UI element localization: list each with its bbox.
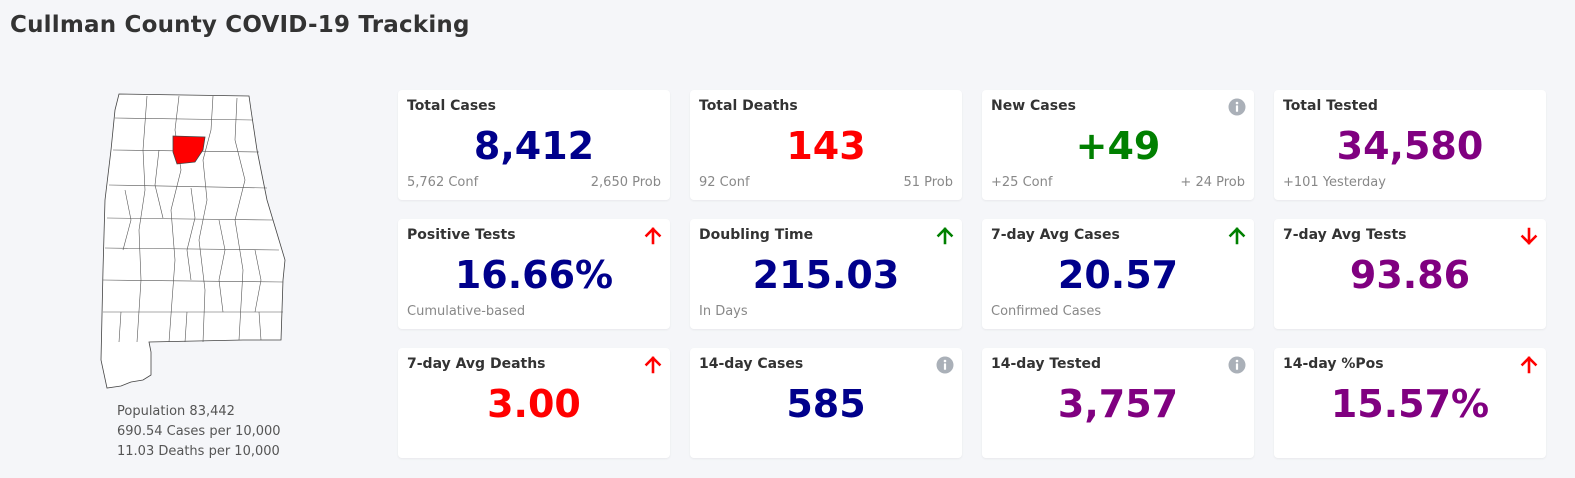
card-value: 8,412 (473, 124, 595, 168)
card-total-deaths: Total Deaths 143 92 Conf 51 Prob (690, 90, 962, 200)
card-doubling-time: Doubling Time 215.03 In Days (690, 219, 962, 329)
arrow-up-icon (1228, 227, 1246, 245)
card-footnote-left: Cumulative-based (407, 304, 526, 319)
card-value: 15.57% (1330, 382, 1490, 426)
info-icon[interactable] (1228, 356, 1246, 374)
card-total-tested: Total Tested 34,580 +101 Yesterday (1274, 90, 1546, 200)
card-7-day-avg-deaths: 7-day Avg Deaths 3.00 (398, 348, 670, 458)
info-icon[interactable] (936, 356, 954, 374)
card-footnote-left: In Days (699, 304, 748, 319)
card-title: 14-day %Pos (1283, 356, 1384, 372)
card-title: 7-day Avg Deaths (407, 356, 546, 372)
metric-cards-grid: Total Cases 8,412 5,762 Conf 2,650 Prob Tota… (398, 90, 1546, 458)
card-footnote-left: 5,762 Conf (407, 175, 479, 190)
card-title: 14-day Tested (991, 356, 1102, 372)
info-icon[interactable] (1228, 98, 1246, 116)
card-title: Total Tested (1283, 98, 1378, 114)
card-footnote-right: + 24 Prob (1180, 175, 1245, 190)
card-footnote-left: Confirmed Cases (991, 304, 1102, 319)
card-value: 3.00 (487, 382, 581, 426)
card-title: Total Cases (407, 98, 497, 114)
card-footnote-right: 51 Prob (903, 175, 953, 190)
card-14-day-cases: 14-day Cases 585 (690, 348, 962, 458)
card-title: Total Deaths (699, 98, 798, 114)
card-title: New Cases (991, 98, 1076, 114)
card-title: Doubling Time (699, 227, 814, 243)
card-value: 93.86 (1349, 253, 1471, 297)
county-stats: Population 83,442 690.54 Cases per 10,00… (117, 402, 281, 462)
arrow-up-icon (1520, 356, 1538, 374)
population-stat: Population 83,442 (117, 404, 235, 419)
card-value: 585 (786, 382, 866, 426)
card-new-cases: New Cases +49 +25 Conf + 24 Prob (982, 90, 1254, 200)
alabama-county-map-graphic (100, 93, 286, 389)
card-value: +49 (1075, 124, 1161, 168)
arrow-up-icon (644, 356, 662, 374)
page-title: Cullman County COVID-19 Tracking (10, 12, 470, 38)
card-title: 7-day Avg Tests (1283, 227, 1407, 243)
cases-per-10000-stat: 690.54 Cases per 10,000 (117, 424, 281, 439)
card-footnote-right: 2,650 Prob (590, 175, 661, 190)
deaths-per-10000-stat: 11.03 Deaths per 10,000 (117, 444, 280, 459)
card-footnote-left: 92 Conf (699, 175, 750, 190)
arrow-down-icon (1520, 227, 1538, 245)
card-footnote-left: +25 Conf (991, 175, 1053, 190)
card-14-day-pctpos: 14-day %Pos 15.57% (1274, 348, 1546, 458)
card-title: 7-day Avg Cases (991, 227, 1120, 243)
arrow-up-icon (936, 227, 954, 245)
card-title: Positive Tests (407, 227, 516, 243)
card-14-day-tested: 14-day Tested 3,757 (982, 348, 1254, 458)
card-positive-tests: Positive Tests 16.66% Cumulative-based (398, 219, 670, 329)
card-title: 14-day Cases (699, 356, 804, 372)
card-value: 3,757 (1057, 382, 1179, 426)
card-7-day-avg-tests: 7-day Avg Tests 93.86 (1274, 219, 1546, 329)
card-footnote-left: +101 Yesterday (1283, 175, 1386, 190)
arrow-up-icon (644, 227, 662, 245)
card-value: 16.66% (454, 253, 614, 297)
cullman-county-highlight (172, 135, 206, 165)
card-total-cases: Total Cases 8,412 5,762 Conf 2,650 Prob (398, 90, 670, 200)
alabama-map (95, 90, 295, 390)
card-value: 215.03 (752, 253, 900, 297)
card-value: 143 (786, 124, 866, 168)
card-value: 34,580 (1336, 124, 1484, 168)
card-7-day-avg-cases: 7-day Avg Cases 20.57 Confirmed Cases (982, 219, 1254, 329)
card-value: 20.57 (1057, 253, 1179, 297)
